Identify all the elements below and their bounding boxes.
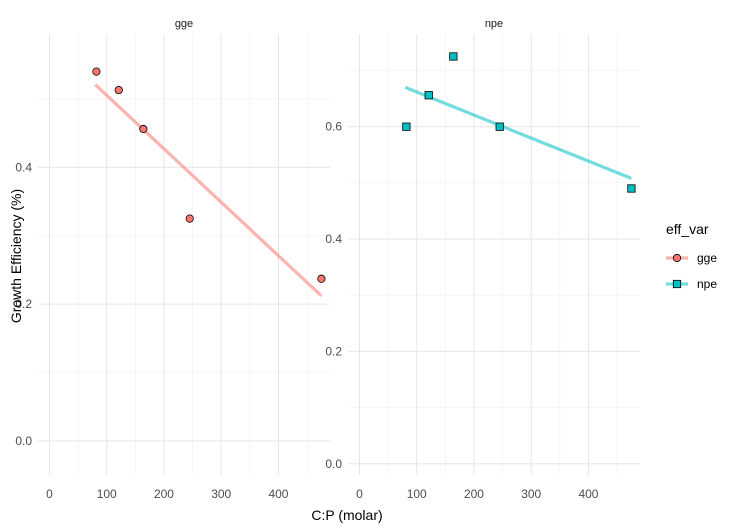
x-tick-label: 0 (46, 487, 53, 501)
data-point (495, 122, 504, 131)
x-axis-title: C:P (molar) (311, 507, 382, 523)
x-tick-label: 100 (407, 487, 427, 501)
x-tick-label: 300 (211, 487, 231, 501)
y-tick-label: 0.2 (15, 297, 32, 311)
legend-label: npe (697, 277, 717, 291)
data-point (424, 91, 433, 100)
data-point (402, 122, 411, 131)
panel-gge: 0 100 200 300 400 0.0 0.2 0.4 gge (15, 18, 330, 501)
x-tick-label: 200 (154, 487, 174, 501)
trend-line (404, 85, 633, 180)
data-point (92, 67, 101, 76)
x-tick-label: 400 (268, 487, 288, 501)
panel-npe: 0 100 200 300 400 0.0 0.2 0.4 0.6 npe (325, 18, 640, 501)
y-tick-label: 0.4 (15, 160, 32, 174)
x-tick-label: 300 (521, 487, 541, 501)
data-point (317, 274, 326, 283)
x-tick-label: 0 (356, 487, 363, 501)
legend: eff_var gge npe (666, 221, 717, 291)
y-tick-label: 0.0 (15, 434, 32, 448)
y-tick-label: 0.6 (325, 120, 342, 134)
x-tick-label: 400 (578, 487, 598, 501)
data-point (139, 124, 148, 134)
y-axis-title: Growth Efficiency (%) (8, 189, 24, 323)
legend-key-marker (672, 279, 682, 289)
data-point (185, 214, 194, 223)
facet-strip-label: gge (175, 18, 193, 30)
x-tick-label: 100 (97, 487, 117, 501)
legend-title: eff_var (666, 221, 709, 237)
data-point (114, 85, 123, 95)
legend-key-marker (672, 253, 682, 263)
trend-line (94, 83, 323, 298)
legend-label: gge (697, 251, 717, 265)
data-point (449, 52, 458, 61)
x-tick-label: 200 (464, 487, 484, 501)
y-tick-label: 0.2 (325, 344, 342, 358)
y-tick-label: 0.0 (325, 457, 342, 471)
data-point (627, 184, 636, 193)
y-tick-label: 0.4 (325, 232, 342, 246)
facet-strip-label: npe (485, 18, 503, 30)
